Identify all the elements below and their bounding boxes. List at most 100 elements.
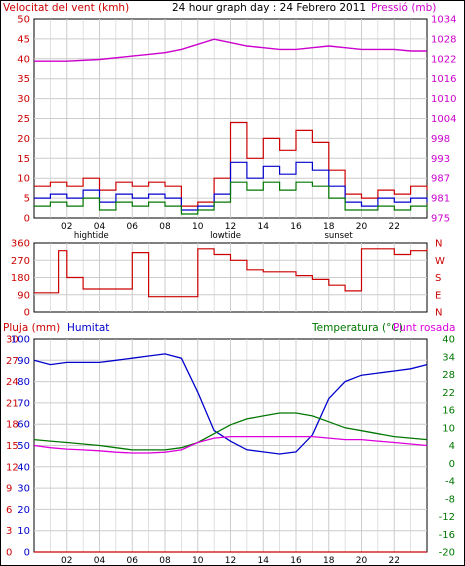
climate-xtick-label: 12 — [225, 556, 236, 566]
humidity-ytick-label: 30 — [17, 484, 30, 495]
pressure-axis-label: Pressió (mb) — [371, 2, 436, 14]
climate-xtick-label: 14 — [258, 556, 270, 566]
humidity-ytick-label: 80 — [17, 377, 30, 388]
direction-compass-label: E — [435, 290, 441, 301]
wind-ytick-label: 50 — [17, 15, 30, 26]
pressure-ytick-label: 993 — [431, 154, 450, 165]
rain-ytick-label: 0 — [6, 548, 12, 559]
wind-xtick-label: 08 — [159, 222, 171, 232]
wind-xtick-label: 14 — [258, 222, 270, 232]
wind-xtick-label: 02 — [61, 222, 72, 232]
temperature-axis-label: Temperatura (°C) — [311, 322, 403, 334]
temperature-ytick-label: 28 — [442, 370, 455, 381]
pressure-ytick-label: 1022 — [431, 54, 456, 65]
climate-xtick-label: 20 — [356, 556, 368, 566]
wind-ytick-label: 5 — [24, 194, 30, 205]
chart-title: 24 hour graph day : 24 Febrero 2011 — [172, 2, 366, 14]
wind-xtick-label: 06 — [127, 222, 139, 232]
charts-layer: 0510152025303540455097598198799399810041… — [6, 15, 456, 566]
rain-ytick-label: 24 — [6, 377, 19, 388]
direction-ytick-label: 360 — [11, 239, 30, 250]
direction-compass-label: N — [435, 239, 442, 250]
series-direction — [34, 248, 428, 298]
wind-event-hightide: hightide — [74, 231, 109, 241]
series-pressure — [34, 38, 427, 62]
temperature-ytick-label: -20 — [439, 548, 455, 559]
wind-event-sunset: sunset — [324, 231, 353, 241]
direction-compass-label: N — [435, 308, 442, 319]
wind-ytick-label: 40 — [17, 54, 30, 65]
wind-xtick-label: 20 — [356, 222, 368, 232]
wind-ytick-label: 15 — [17, 154, 30, 165]
rain-ytick-label: 21 — [6, 398, 19, 409]
rain-ytick-label: 12 — [6, 462, 19, 473]
direction-compass-label: W — [435, 256, 445, 267]
humidity-axis-label: Humitat — [67, 322, 109, 334]
climate-xtick-label: 22 — [389, 556, 400, 566]
rain-ytick-label: 6 — [6, 505, 12, 516]
humidity-ytick-label: 60 — [17, 420, 30, 431]
rain-axis-label: Pluja (mm) — [3, 322, 60, 334]
humidity-ytick-label: 20 — [17, 505, 30, 516]
wind-ytick-label: 0 — [24, 214, 30, 225]
wind-ytick-label: 10 — [17, 174, 30, 185]
rain-ytick-label: 15 — [6, 441, 19, 452]
climate-xtick-label: 04 — [94, 556, 106, 566]
wind-xtick-label: 22 — [389, 222, 400, 232]
wind-xtick-label: 10 — [192, 222, 204, 232]
humidity-ytick-label: 90 — [17, 356, 30, 367]
rain-ytick-label: 18 — [6, 420, 19, 431]
wind-xtick-label: 04 — [94, 222, 106, 232]
wind-ytick-label: 30 — [17, 94, 30, 105]
rain-ytick-label: 27 — [6, 356, 19, 367]
series-lowwind — [34, 181, 428, 215]
wind-ytick-label: 45 — [17, 34, 30, 45]
pressure-ytick-label: 1028 — [431, 34, 456, 45]
wind-xtick-label: 16 — [290, 222, 302, 232]
temperature-ytick-label: 4 — [449, 441, 455, 452]
series-temperature — [33, 412, 428, 451]
direction-compass-label: S — [435, 273, 441, 284]
humidity-ytick-label: 40 — [17, 462, 30, 473]
humidity-ytick-label: 50 — [17, 441, 30, 452]
rain-ytick-label: 30 — [6, 335, 19, 346]
humidity-ytick-label: 0 — [24, 548, 30, 559]
pressure-ytick-label: 1016 — [431, 74, 456, 85]
series-dewpoint — [33, 435, 428, 454]
humidity-ytick-label: 70 — [17, 398, 30, 409]
dewpoint-axis-label: Punt rosada — [393, 322, 455, 334]
pressure-ytick-label: 1010 — [431, 94, 456, 105]
temperature-ytick-label: -16 — [439, 530, 455, 541]
climate-xtick-label: 06 — [127, 556, 139, 566]
wind-xtick-label: 12 — [225, 222, 236, 232]
temperature-ytick-label: -8 — [445, 494, 455, 505]
temperature-ytick-label: 16 — [442, 406, 455, 417]
temperature-ytick-label: 22 — [442, 388, 455, 399]
pressure-ytick-label: 987 — [431, 174, 450, 185]
pressure-ytick-label: 1004 — [431, 114, 456, 125]
temperature-ytick-label: 0 — [449, 459, 455, 470]
pressure-ytick-label: 998 — [431, 134, 450, 145]
humidity-ytick-label: 10 — [17, 526, 30, 537]
temperature-ytick-label: 34 — [442, 352, 455, 363]
temperature-ytick-label: -12 — [439, 512, 455, 523]
temperature-ytick-label: 10 — [442, 423, 455, 434]
temperature-ytick-label: 40 — [442, 335, 455, 346]
rain-ytick-label: 9 — [6, 484, 12, 495]
pressure-ytick-label: 1034 — [431, 15, 456, 26]
wind-event-lowtide: lowtide — [210, 231, 241, 241]
wind-xtick-label: 18 — [323, 222, 335, 232]
climate-xtick-label: 16 — [290, 556, 302, 566]
pressure-ytick-label: 975 — [431, 214, 450, 225]
wind-ytick-label: 35 — [17, 74, 30, 85]
climate-xtick-label: 02 — [61, 556, 72, 566]
direction-ytick-label: 0 — [24, 308, 30, 319]
temperature-ytick-label: -4 — [445, 477, 455, 488]
direction-ytick-label: 180 — [11, 273, 30, 284]
wind-ytick-label: 20 — [17, 134, 30, 145]
climate-xtick-label: 10 — [192, 556, 204, 566]
wind-axis-label: Velocitat del vent (kmh) — [3, 2, 129, 14]
pressure-ytick-label: 981 — [431, 194, 450, 205]
